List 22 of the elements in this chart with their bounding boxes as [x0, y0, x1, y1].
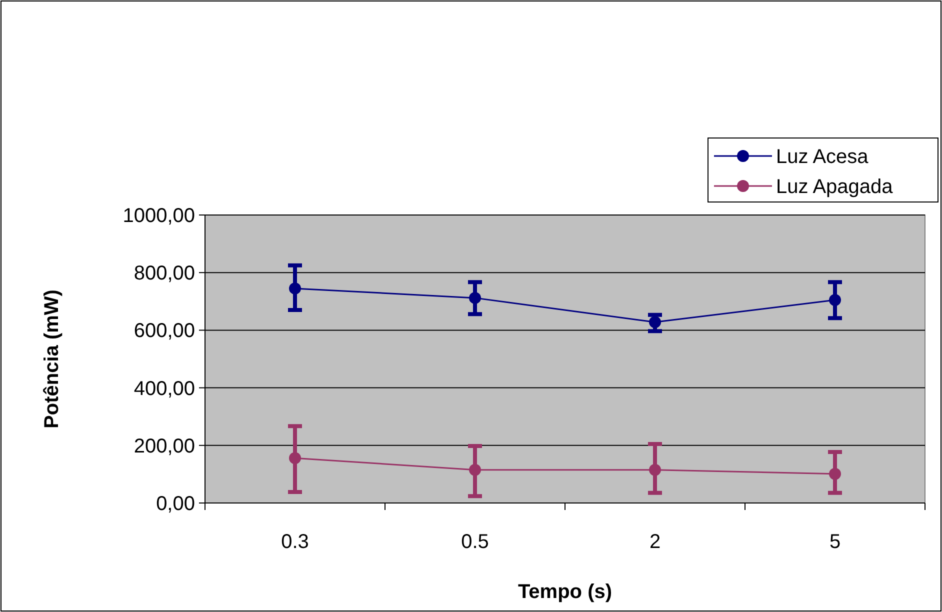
point: [649, 464, 661, 476]
legend-label: Luz Acesa: [776, 146, 870, 168]
y-tick-label: 200,00: [134, 435, 195, 458]
point: [829, 468, 841, 480]
y-tick-label: 1000,00: [122, 205, 195, 227]
point: [469, 292, 481, 304]
x-tick-label: 0.3: [281, 531, 309, 553]
legend-label: Luz Apagada: [776, 176, 894, 198]
point: [649, 316, 661, 328]
y-axis-title: Potência (mW): [41, 290, 63, 428]
y-tick-label: 800,00: [134, 262, 195, 285]
point: [469, 464, 481, 476]
y-tick-label: 400,00: [134, 378, 195, 400]
x-tick-label: 0.5: [461, 531, 489, 553]
x-tick-label: 2: [649, 531, 661, 553]
point: [289, 282, 301, 294]
x-tick-label: 5: [829, 531, 841, 553]
point: [829, 294, 841, 306]
point: [289, 452, 301, 464]
y-tick-label: 0,00: [156, 493, 195, 515]
y-tick-label: 600,00: [134, 320, 195, 342]
x-axis-title: Tempo (s): [518, 581, 612, 603]
